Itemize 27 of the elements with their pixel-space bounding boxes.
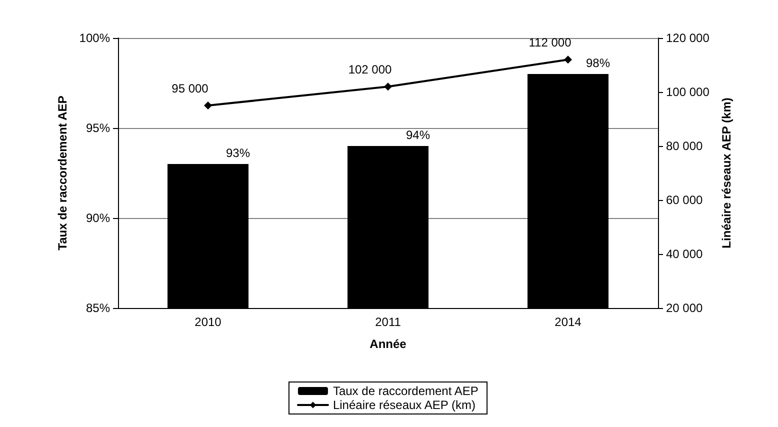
- point: [564, 56, 572, 64]
- x-axis-title: Année: [370, 337, 407, 351]
- y2-tick-label: 120 000: [666, 31, 710, 45]
- y2-axis-title: Linéaire réseaux AEP (km): [719, 98, 734, 248]
- point: [204, 102, 212, 110]
- data-label: 112 000: [528, 36, 572, 50]
- y2-tick-label: 100 000: [666, 85, 710, 99]
- y-tick-label: 95%: [86, 121, 110, 135]
- y2-tick-label: 60 000: [666, 193, 704, 207]
- point: [384, 82, 392, 91]
- legend-label: Linéaire réseaux AEP (km): [332, 398, 476, 412]
- data-label: 93%: [226, 146, 250, 160]
- y-axis-title: Taux de raccordement AEP: [55, 96, 70, 250]
- data-label: 102 000: [348, 62, 392, 77]
- x-tick-label: 2011: [375, 315, 402, 329]
- x-tick-label: 2014: [554, 315, 582, 329]
- y2-tick-label: 20 000: [666, 301, 704, 315]
- data-label: 94%: [406, 128, 430, 142]
- y-tick-label: 85%: [86, 301, 110, 315]
- legend-label: Taux de raccordement AEP: [332, 384, 478, 398]
- y2-tick-label: 40 000: [666, 247, 704, 261]
- y-tick-label: 100%: [79, 31, 110, 45]
- x-tick-label: 2010: [194, 315, 222, 329]
- data-label: 95 000: [172, 82, 209, 96]
- y2-tick-label: 80 000: [666, 139, 704, 153]
- data-label: 98%: [586, 56, 610, 70]
- y-tick-label: 90%: [86, 211, 110, 225]
